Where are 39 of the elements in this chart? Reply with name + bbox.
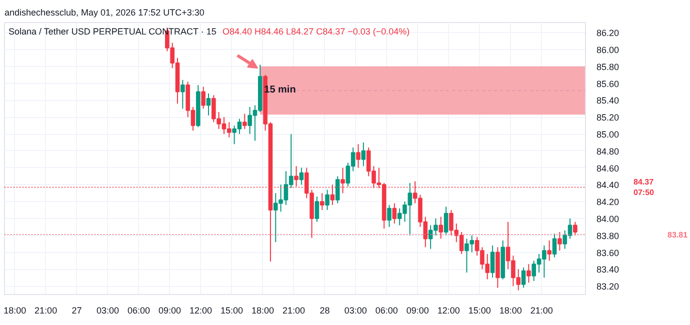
x-tick-label: 21:00 [34,306,58,316]
x-tick-label: 03:00 [96,306,120,316]
y-tick-label: 84.60 [596,163,620,174]
y-tick-label: 84.20 [596,197,620,208]
y-tick-label: 85.00 [596,130,620,140]
y-tick-label: 85.80 [596,62,620,72]
y-tick-label: 84.40 [596,180,620,190]
x-tick-label: 18:00 [4,306,26,316]
text: O84.40 H84.46 L84.27 C84.37 −0.03 (−0.04%) [222,26,410,36]
x-tick-label: 03:00 [344,306,367,316]
x-tick-label: 28 [320,306,330,316]
y-tick-label: 85.40 [596,96,620,106]
y-tick-label: 84.80 [596,146,620,156]
x-tick-label: 15:00 [220,306,244,316]
y-tick-label: 85.20 [596,112,620,123]
y-tick-label: 83.80 [596,230,620,241]
x-tick-label: 18:00 [499,306,522,316]
y-tick-label: 83.60 [596,248,620,258]
x-tick-label: 12:00 [189,306,212,316]
y-tick-label: 86.20 [596,28,620,38]
y-tick-label: 86.00 [596,45,620,56]
ref-line-label: 84.37 07:50 [634,177,655,198]
y-tick-label: 85.60 [596,78,620,89]
x-tick-label: 21:00 [282,306,305,316]
ref-line-label: 83.81 [668,230,688,240]
x-tick-label: 12:00 [437,306,460,316]
annotation: 15 min [264,84,296,96]
x-tick-label: 09:00 [158,306,182,316]
x-tick-label: 06:00 [375,306,398,316]
x-tick-label: 18:00 [251,306,274,316]
x-tick-label: 06:00 [128,306,150,316]
y-tick-label: 84.00 [596,214,620,224]
x-tick-label: 27 [72,306,82,316]
y-tick-label: 83.20 [596,282,620,292]
x-tick-label: 21:00 [530,306,553,316]
y-tick-label: 83.40 [596,264,620,275]
x-tick-label: 09:00 [406,306,429,316]
x-tick-label: 15:00 [468,306,491,316]
text: andishechessclub, May 01, 2026 17:52 UTC+3:30 [4,8,204,18]
